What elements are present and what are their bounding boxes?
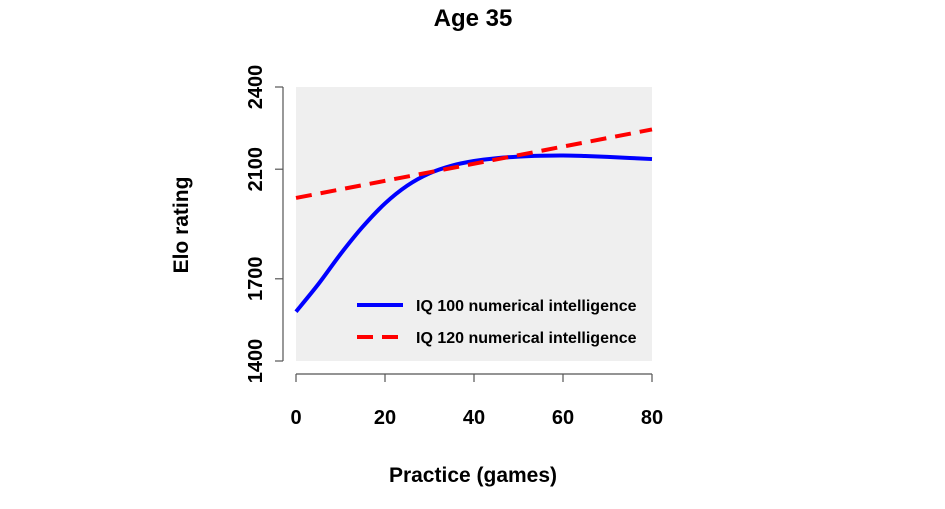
x-tick-label: 60 bbox=[552, 407, 574, 429]
y-tick-label: 1400 bbox=[245, 339, 267, 384]
x-axis-label: Practice (games) bbox=[389, 464, 557, 487]
y-axis: 1400 1700 2100 2400 bbox=[245, 65, 284, 384]
legend-label-2: IQ 120 numerical intelligence bbox=[416, 330, 637, 347]
x-tick-label: 20 bbox=[374, 407, 396, 429]
x-tick-label: 0 bbox=[290, 407, 301, 429]
x-axis: 0 20 40 60 80 bbox=[290, 373, 663, 429]
plot-area bbox=[296, 87, 652, 361]
legend: IQ 100 numerical intelligence IQ 120 nume… bbox=[357, 298, 637, 347]
y-axis-label: Elo rating bbox=[170, 177, 193, 274]
y-tick-label: 2400 bbox=[245, 65, 267, 110]
y-tick-label: 1700 bbox=[245, 257, 267, 302]
y-tick-label: 2100 bbox=[245, 147, 267, 192]
series-line-2 bbox=[295, 127, 653, 200]
chart-title: Age 35 bbox=[434, 5, 513, 32]
x-tick-label: 40 bbox=[463, 407, 485, 429]
series-line-1 bbox=[294, 153, 653, 313]
legend-label-1: IQ 100 numerical intelligence bbox=[416, 298, 637, 315]
series-layer bbox=[294, 127, 653, 313]
x-tick-label: 80 bbox=[641, 407, 663, 429]
